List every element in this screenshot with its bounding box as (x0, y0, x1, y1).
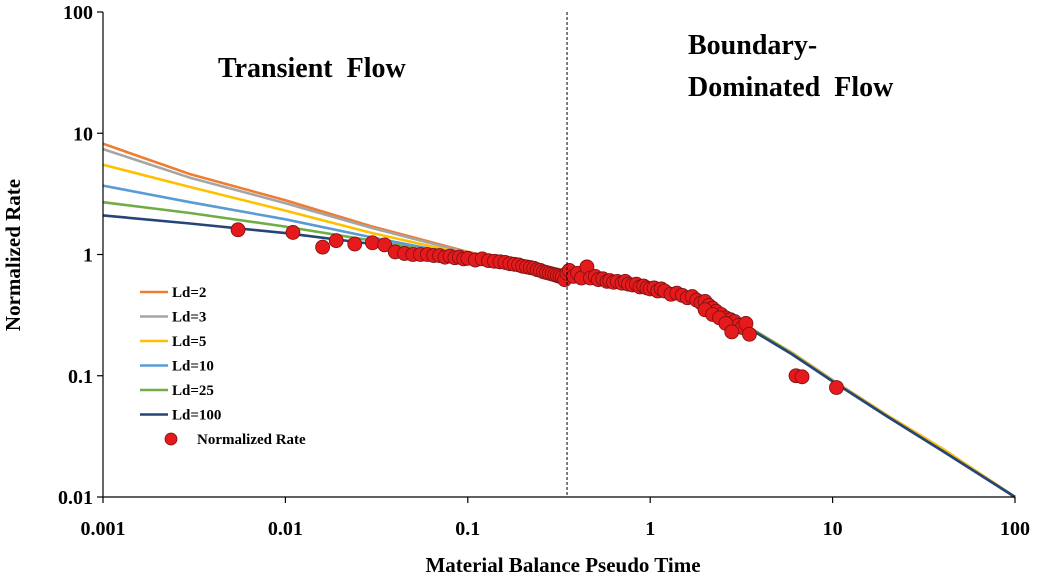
series-line-ld-100 (102, 214, 1016, 499)
x-tick-label: 1 (645, 518, 655, 540)
data-point (794, 369, 810, 385)
legend-label: Ld=3 (172, 310, 206, 326)
scatter-points (230, 222, 844, 395)
x-tick-label: 0.1 (455, 518, 480, 540)
legend: Ld=2 Ld=3 Ld=5 Ld=10 Ld=25 Ld=100 Normalized R… (140, 285, 306, 448)
legend-label: Ld=100 (172, 408, 221, 424)
x-tick-label: 0.01 (268, 518, 303, 540)
y-tick-label: 1 (83, 245, 93, 267)
data-point (230, 222, 246, 238)
data-point (377, 237, 393, 253)
y-tick-label: 0.01 (58, 487, 93, 509)
tick-labels: 0.001 0.01 0.1 1 10 100 0.01 0.1 1 10 100 (58, 2, 1030, 540)
x-tick-label: 10 (823, 518, 843, 540)
y-tick-label: 100 (63, 2, 93, 24)
data-point (285, 225, 301, 240)
data-point (315, 239, 331, 255)
data-point (829, 380, 844, 395)
x-tick-label: 0.001 (81, 518, 126, 540)
legend-label: Ld=2 (172, 285, 206, 301)
x-axis-title: Material Balance Pseudo Time (425, 553, 700, 577)
legend-label: Ld=5 (172, 334, 206, 350)
y-axis-title: Normalized Rate (1, 179, 25, 331)
annotation-boundary-line2: Dominated Flow (688, 72, 894, 103)
y-tick-label: 10 (73, 123, 93, 145)
data-point (347, 236, 363, 252)
y-tick-label: 0.1 (68, 366, 93, 388)
data-point (365, 235, 380, 251)
legend-label: Ld=25 (172, 383, 214, 399)
legend-label: Ld=10 (172, 359, 214, 375)
series-line-ld-25 (102, 200, 1016, 499)
x-tick-label: 100 (1000, 518, 1030, 540)
annotation-transient-flow: Transient Flow (218, 53, 406, 84)
axes (97, 11, 1016, 503)
annotation-boundary-line1: Boundary- (688, 30, 817, 61)
data-point (742, 326, 757, 342)
data-point (724, 324, 740, 340)
legend-marker (164, 432, 178, 446)
data-point (328, 233, 344, 249)
legend-label: Normalized Rate (197, 432, 306, 448)
